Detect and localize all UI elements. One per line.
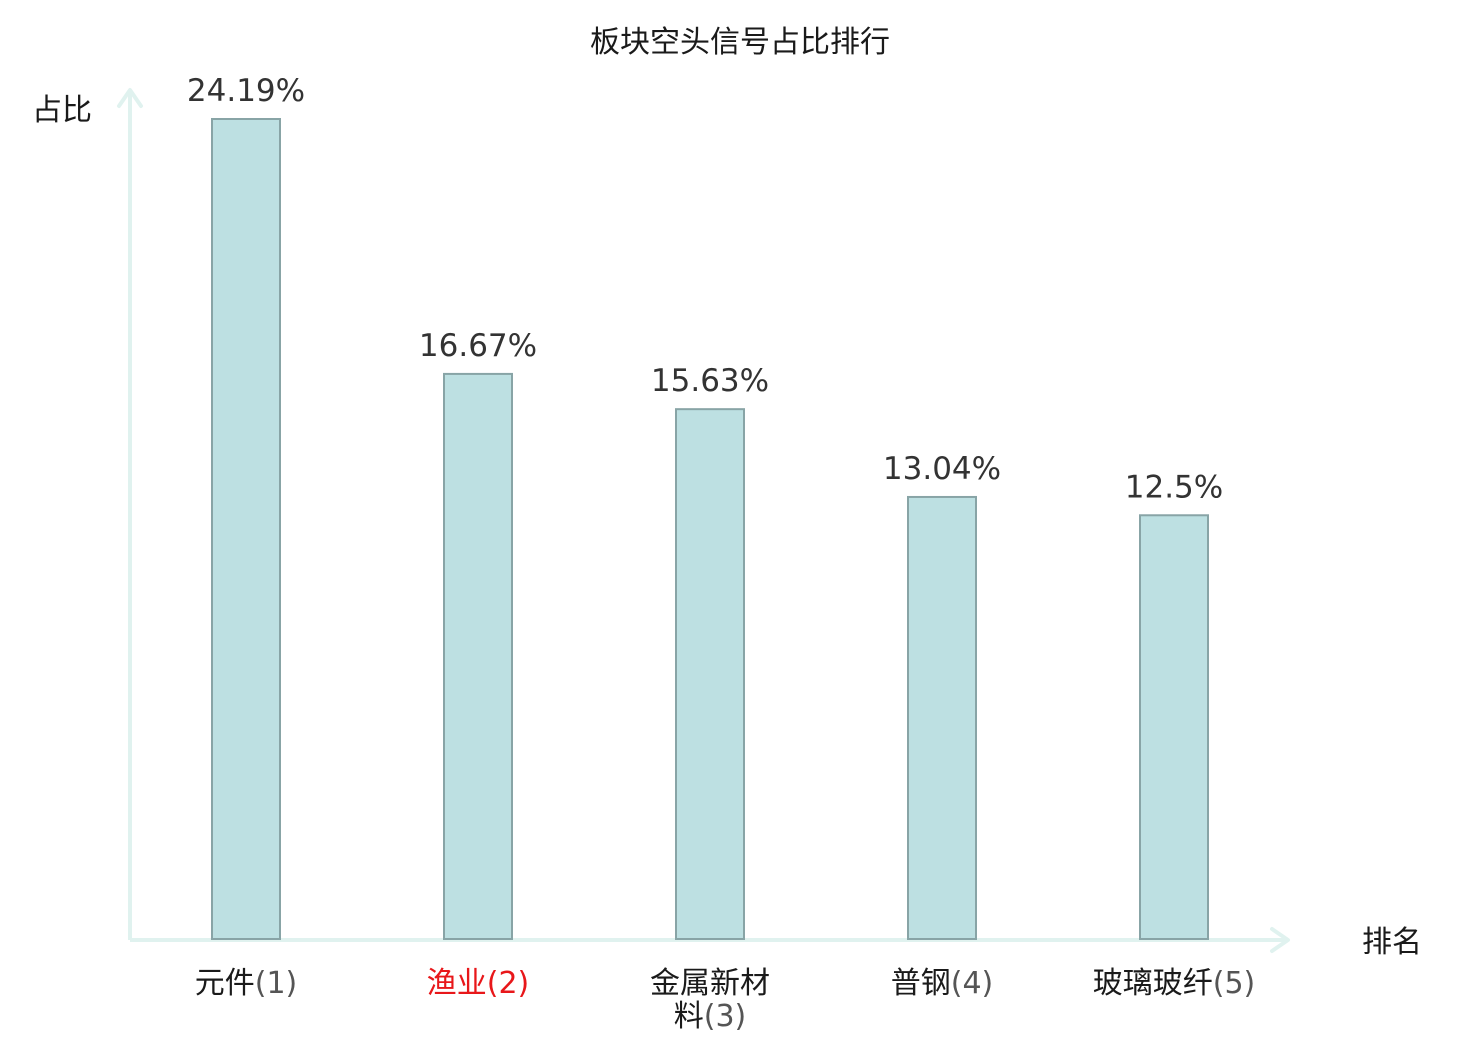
bars-layer [211, 118, 1209, 940]
category-rank: (2) [487, 966, 530, 1001]
bar-4 [907, 495, 977, 940]
category-name: 渔业 [427, 966, 487, 1001]
category-rank: (1) [255, 966, 298, 1001]
category-rank: (3) [704, 999, 747, 1034]
category-name: 普钢 [891, 966, 951, 1001]
category-label-2: 渔业(2) [427, 966, 530, 1001]
bar-1 [211, 118, 281, 940]
category-label-1: 元件(1) [195, 966, 298, 1001]
y-axis-arrow-icon [117, 88, 143, 108]
bar-value-label-4: 13.04% [883, 451, 1001, 487]
bar-5 [1139, 514, 1209, 940]
bar-value-label-5: 12.5% [1125, 469, 1223, 505]
category-name: 玻璃玻纤 [1093, 966, 1213, 1001]
value-labels-layer: 24.19% 16.67% 15.63% 13.04% 12.5% [187, 73, 1223, 505]
category-rank: (5) [1213, 966, 1256, 1001]
bar-2 [443, 372, 513, 940]
x-axis-label: 排名 [1362, 925, 1422, 960]
bar-3 [675, 408, 745, 940]
category-label-5: 玻璃玻纤(5) [1093, 966, 1256, 1001]
chart-title: 板块空头信号占比排行 [590, 25, 890, 60]
category-name: 元件 [195, 966, 255, 1001]
y-axis-label: 占比 [32, 93, 92, 128]
bar-value-label-1: 24.19% [187, 73, 305, 109]
bar-value-label-3: 15.63% [651, 363, 769, 399]
category-label-4: 普钢(4) [891, 966, 994, 1001]
x-axis-arrow-icon [1270, 927, 1290, 953]
category-labels-layer: 元件(1) 渔业(2) 金属新材料(3) 普钢(4) 玻璃玻纤(5) [195, 966, 1256, 1034]
category-label-3: 金属新材料(3) [650, 966, 770, 1034]
category-rank: (4) [951, 966, 994, 1001]
bar-value-label-2: 16.67% [419, 328, 537, 364]
category-name: 金属新材 [650, 966, 770, 1001]
category-name: 料 [674, 999, 704, 1034]
